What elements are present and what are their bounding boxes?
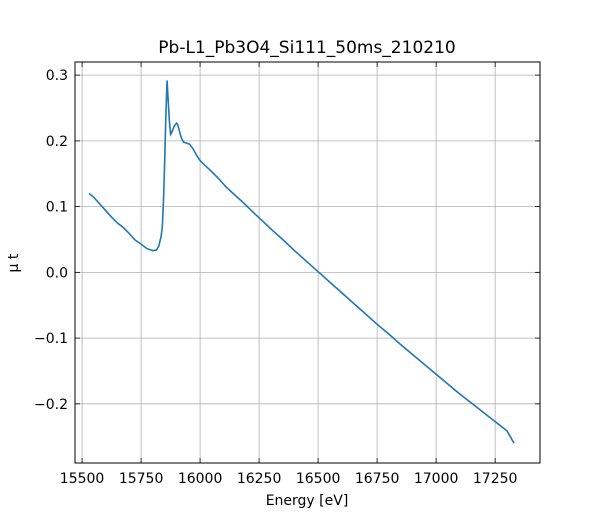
x-tick-label: 17250 (473, 471, 518, 487)
x-tick-label: 15750 (119, 471, 164, 487)
x-tick-label: 16750 (355, 471, 400, 487)
x-tick-label: 16000 (178, 471, 223, 487)
y-tick-label: −0.2 (34, 397, 68, 413)
ticks: 15500 15750 16000 16250 16500 16750 17000 17250… (34, 62, 540, 487)
y-tick-label: −0.1 (34, 331, 68, 347)
y-axis-label: μ t (6, 253, 22, 272)
plot-frame (74, 61, 541, 464)
x-tick-label: 16500 (296, 471, 341, 487)
x-tick-label: 15500 (60, 471, 105, 487)
grid (75, 62, 540, 463)
series-line (88, 80, 515, 444)
y-tick-label: 0.1 (46, 200, 68, 216)
y-tick-label: 0.3 (46, 68, 68, 84)
y-tick-label: 0.0 (46, 265, 68, 281)
chart-title: Pb-L1_Pb3O4_Si111_50ms_210210 (158, 38, 455, 58)
x-tick-label: 16250 (237, 471, 282, 487)
x-tick-label: 17000 (414, 471, 459, 487)
series-layer (88, 80, 515, 444)
y-tick-label: 0.2 (46, 134, 68, 150)
x-axis-label: Energy [eV] (266, 493, 349, 509)
